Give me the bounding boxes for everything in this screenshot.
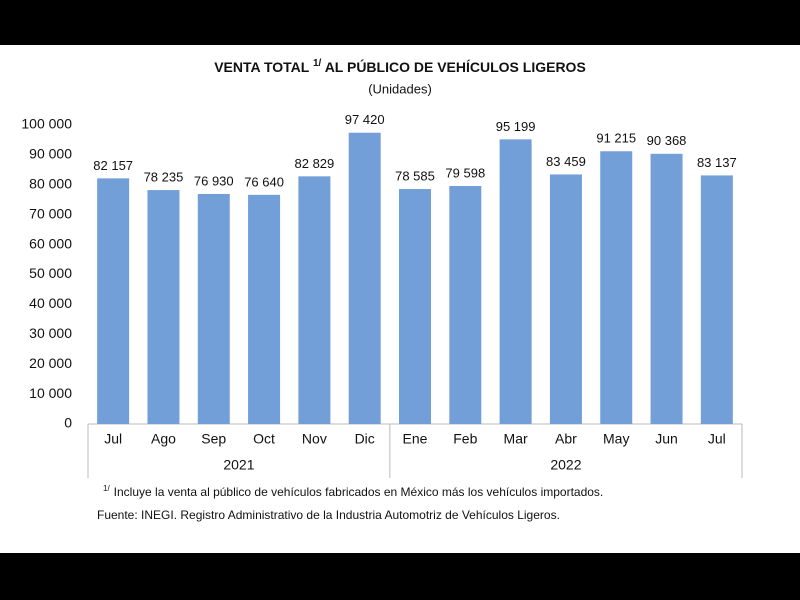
footnote: 1/Incluye la venta al público de vehícul… bbox=[103, 484, 603, 499]
value-label: 95 199 bbox=[496, 119, 536, 134]
title-rest: AL PÚBLICO DE VEHÍCULOS LIGEROS bbox=[325, 58, 586, 75]
title-superscript: 1/ bbox=[313, 58, 322, 69]
bar bbox=[600, 151, 633, 424]
bar bbox=[197, 193, 230, 424]
y-tick-label: 50 000 bbox=[29, 265, 72, 281]
x-tick-label: Jun bbox=[655, 431, 678, 447]
value-label: 91 215 bbox=[596, 131, 636, 146]
bar bbox=[248, 194, 281, 424]
chart-title: VENTA TOTAL 1/ AL PÚBLICO DE VEHÍCULOS L… bbox=[214, 54, 586, 75]
y-tick-label: 20 000 bbox=[29, 355, 72, 371]
x-tick-label: Jul bbox=[104, 431, 122, 447]
y-tick-label: 10 000 bbox=[29, 385, 72, 401]
y-tick-label: 60 000 bbox=[29, 235, 72, 251]
y-tick-label: 100 000 bbox=[21, 116, 72, 132]
bar bbox=[650, 153, 683, 424]
value-label: 78 235 bbox=[144, 170, 184, 185]
footnote-text: Incluye la venta al público de vehículos… bbox=[114, 485, 604, 499]
x-tick-label: Nov bbox=[302, 431, 327, 447]
value-label: 97 420 bbox=[345, 112, 385, 127]
x-tick-label: May bbox=[603, 431, 629, 447]
value-label: 82 157 bbox=[93, 158, 133, 173]
y-tick-label: 80 000 bbox=[29, 176, 72, 192]
bar bbox=[449, 186, 482, 424]
value-label: 76 640 bbox=[244, 174, 284, 189]
value-label: 79 598 bbox=[445, 165, 485, 180]
bar bbox=[147, 190, 180, 424]
group-label: 2022 bbox=[550, 457, 581, 473]
value-label: 83 459 bbox=[546, 154, 586, 169]
value-label: 76 930 bbox=[194, 173, 234, 188]
bar bbox=[97, 178, 130, 424]
subtitle: (Unidades) bbox=[368, 81, 432, 96]
bar bbox=[549, 174, 582, 424]
x-tick-label: Feb bbox=[453, 431, 477, 447]
value-label: 83 137 bbox=[697, 155, 737, 170]
value-label: 82 829 bbox=[295, 156, 335, 171]
x-tick-label: Ago bbox=[151, 431, 176, 447]
x-tick-label: Jul bbox=[708, 431, 726, 447]
footnote-marker: 1/ bbox=[103, 484, 110, 493]
bar bbox=[700, 175, 733, 424]
value-label: 90 368 bbox=[647, 133, 687, 148]
x-tick-label: Sep bbox=[201, 431, 226, 447]
y-tick-label: 70 000 bbox=[29, 205, 72, 221]
bar bbox=[348, 132, 381, 424]
x-tick-label: Oct bbox=[253, 431, 275, 447]
x-tick-label: Ene bbox=[403, 431, 428, 447]
x-tick-label: Mar bbox=[504, 431, 528, 447]
y-tick-label: 90 000 bbox=[29, 146, 72, 162]
x-tick-label: Dic bbox=[355, 431, 375, 447]
bar bbox=[298, 176, 331, 424]
y-tick-label: 40 000 bbox=[29, 295, 72, 311]
group-label: 2021 bbox=[223, 457, 254, 473]
source: Fuente: INEGI. Registro Administrativo d… bbox=[97, 508, 560, 522]
bar bbox=[399, 189, 431, 424]
title-main: VENTA TOTAL bbox=[214, 59, 310, 75]
x-tick-label: Abr bbox=[555, 431, 577, 447]
y-tick-label: 30 000 bbox=[29, 325, 72, 341]
value-label: 78 585 bbox=[395, 168, 435, 183]
y-tick-label: 0 bbox=[64, 415, 72, 431]
bar bbox=[499, 139, 532, 425]
